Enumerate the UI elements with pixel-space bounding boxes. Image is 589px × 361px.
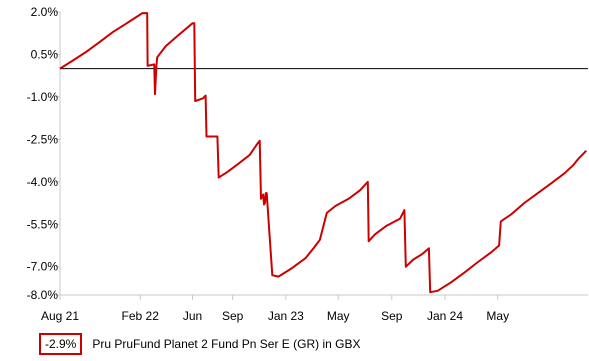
x-tick-label: May: [327, 309, 350, 323]
x-tick-label: Jan 23: [268, 309, 304, 323]
x-tick-label: May: [486, 309, 509, 323]
x-tick-label: Jun: [183, 309, 202, 323]
y-tick-label: -1.0%: [27, 90, 59, 104]
legend: -2.9% Pru PruFund Planet 2 Fund Pn Ser E…: [39, 333, 360, 355]
x-tick-label: Sep: [222, 309, 244, 323]
x-tick-label: Sep: [381, 309, 403, 323]
y-tick-label: -7.0%: [27, 260, 59, 274]
x-tick-label: Jan 24: [427, 309, 463, 323]
y-tick-label: -2.5%: [27, 132, 59, 146]
y-axis: 2.0% 0.5% -1.0% -2.5% -4.0% -5.5% -7.0% -8.0%: [27, 5, 60, 302]
legend-series-name: Pru PruFund Planet 2 Fund Pn Ser E (GR) …: [92, 337, 361, 351]
x-axis: Aug 21 Feb 22 Jun Sep Jan 23 May Sep Jan 24 May: [41, 295, 509, 323]
x-tick-label: Feb 22: [122, 309, 160, 323]
x-tick-label: Aug 21: [41, 309, 79, 323]
y-tick-label: -8.0%: [27, 288, 59, 302]
series-line: [59, 12, 588, 294]
legend-last-value-badge: -2.9%: [39, 333, 83, 355]
y-tick-label: -5.5%: [27, 217, 59, 231]
y-tick-label: -4.0%: [27, 175, 59, 189]
y-tick-label: 0.5%: [31, 47, 59, 61]
y-tick-label: 2.0%: [31, 5, 59, 19]
